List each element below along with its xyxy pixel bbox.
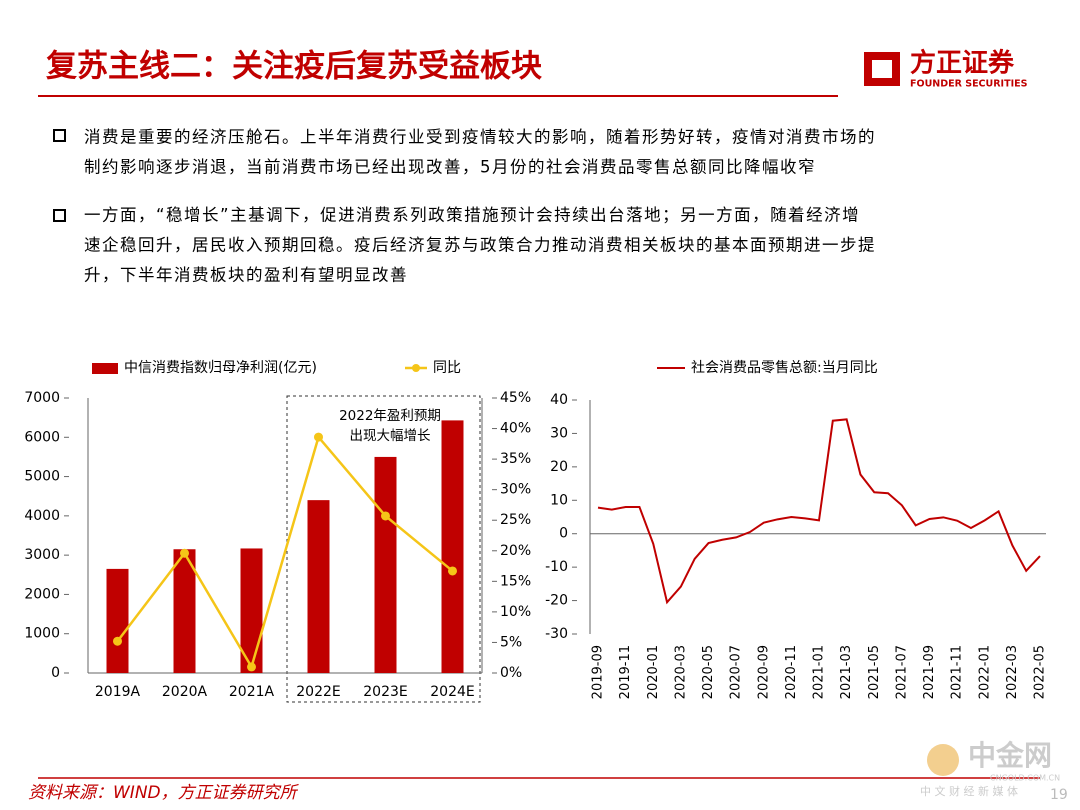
bullet-line: 速企稳回升，居民收入预期回稳。疫后经济复苏与政策合力推动消费相关板块的基本面预期… <box>84 236 876 255</box>
bar <box>106 568 129 673</box>
logo-icon <box>864 52 900 86</box>
y-tick-label: 40% <box>500 421 531 437</box>
legend-label: 同比 <box>433 360 461 376</box>
x-tick-label: 2021-11 <box>950 645 965 699</box>
x-tick-label: 2020-03 <box>673 645 688 699</box>
bullet-line: 消费是重要的经济压舱石。上半年消费行业受到疫情较大的影响，随着形势好转，疫情对消… <box>84 128 876 147</box>
bar <box>307 500 330 673</box>
y-tick-label: 45% <box>500 390 531 406</box>
x-tick-label: 2022-05 <box>1033 645 1048 699</box>
y-tick-label: 40 <box>550 392 568 408</box>
legend-swatch <box>92 363 118 374</box>
y-tick-label: 20 <box>550 459 568 475</box>
bar <box>240 548 263 673</box>
bar <box>374 456 397 673</box>
line <box>116 434 454 671</box>
y-tick-label: 25% <box>500 512 531 528</box>
watermark-en: CNGOLD.COM.CN <box>990 774 1060 783</box>
logo-en: FOUNDER SECURITIES <box>910 79 1028 90</box>
x-tick-label: 2021-03 <box>839 645 854 699</box>
x-tick-label: 2019A <box>95 684 141 700</box>
x-tick-label: 2020-07 <box>729 645 744 699</box>
bar <box>173 549 196 673</box>
y-tick-label: -30 <box>545 626 568 642</box>
y-tick-label: 30 <box>550 425 568 441</box>
x-tick-label: 2022E <box>296 684 340 700</box>
x-tick-label: 2024E <box>430 684 474 700</box>
y-tick-label: 5% <box>500 634 522 650</box>
y-tick-label: 30% <box>500 482 531 498</box>
x-tick-label: 2021-09 <box>922 645 937 699</box>
watermark-icon <box>927 744 959 776</box>
y-tick-label: 0% <box>500 665 522 681</box>
y-tick-label: 0 <box>51 665 60 681</box>
legend-label: 社会消费品零售总额:当月同比 <box>691 360 878 376</box>
bullet-line: 升，下半年消费板块的盈利有望明显改善 <box>84 266 408 285</box>
point <box>314 432 323 442</box>
watermark-sub: 中 文 财 经 新 媒 体 <box>920 784 1018 798</box>
y-tick-label: 20% <box>500 543 531 559</box>
point <box>448 566 457 576</box>
point <box>247 662 256 672</box>
x-tick-label: 2021-01 <box>812 645 827 699</box>
y-tick-label: 6000 <box>24 429 60 445</box>
x-tick-label: 2020A <box>162 684 208 700</box>
point <box>113 636 122 646</box>
y-tick-label: 10 <box>550 492 568 508</box>
y-tick-label: 15% <box>500 573 531 589</box>
x-tick-label: 2020-05 <box>701 645 716 699</box>
page-number: 19 <box>1050 787 1068 803</box>
x-tick-label: 2023E <box>363 684 407 700</box>
x-tick-label: 2020-11 <box>784 645 799 699</box>
bullet-box <box>53 209 66 222</box>
bullet-line: 制约影响逐步消退，当前消费市场已经出现改善，5月份的社会消费品零售总额同比降幅收… <box>84 158 816 177</box>
watermark: 中金网 <box>968 739 1052 772</box>
line <box>597 418 1041 605</box>
y-tick-label: 2000 <box>24 586 60 602</box>
bar <box>441 420 464 673</box>
y-tick-label: 0 <box>559 526 568 542</box>
y-tick-label: -20 <box>545 593 568 609</box>
y-tick-label: 1000 <box>24 626 60 642</box>
x-tick-label: 2021-05 <box>867 645 882 699</box>
y-tick-label: 35% <box>500 451 531 467</box>
x-tick-label: 2020-09 <box>756 645 771 699</box>
x-tick-label: 2021-07 <box>894 645 909 699</box>
y-tick-label: -10 <box>545 559 568 575</box>
x-tick-label: 2019-11 <box>618 645 633 699</box>
x-tick-label: 2019-09 <box>591 645 606 699</box>
point <box>180 548 189 558</box>
title: 复苏主线二：关注疫后复苏受益板块 <box>46 49 542 85</box>
legend-label: 中信消费指数归母净利润(亿元) <box>124 359 317 376</box>
y-tick-label: 5000 <box>24 469 60 485</box>
y-tick-label: 4000 <box>24 508 60 524</box>
y-tick-label: 7000 <box>24 390 60 406</box>
source: 资料来源：WIND，方正证券研究所 <box>28 783 300 803</box>
y-tick-label: 10% <box>500 604 531 620</box>
legend-swatch <box>412 364 420 372</box>
point <box>381 511 390 521</box>
annotation: 出现大幅增长 <box>350 428 431 444</box>
bullet-box <box>53 129 66 142</box>
forecast-box <box>286 395 481 703</box>
bullet-line: 一方面，“稳增长”主基调下，促进消费系列政策措施预计会持续出台落地；另一方面，随… <box>84 206 860 225</box>
logo-name: 方正证券 <box>910 48 1015 79</box>
y-tick-label: 3000 <box>24 547 60 563</box>
annotation: 2022年盈利预期 <box>339 408 441 424</box>
x-tick-label: 2022-03 <box>1005 645 1020 699</box>
x-tick-label: 2020-01 <box>646 645 661 699</box>
x-tick-label: 2022-01 <box>977 645 992 699</box>
x-tick-label: 2021A <box>229 684 275 700</box>
